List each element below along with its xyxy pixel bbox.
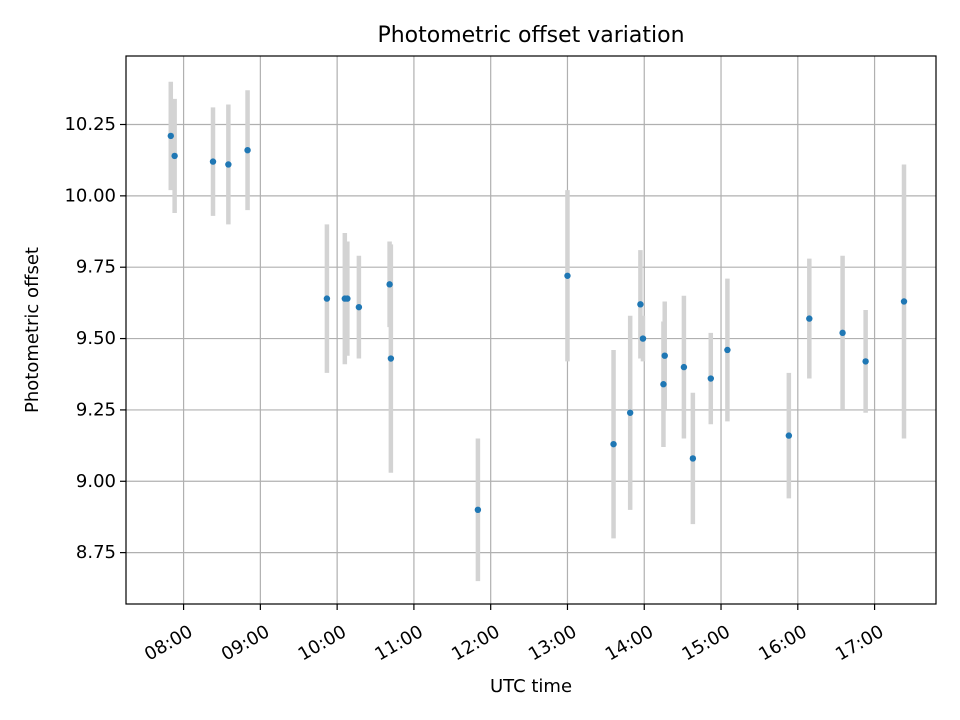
y-tick-label: 8.75	[76, 542, 116, 563]
data-point	[244, 146, 251, 154]
data-point	[900, 298, 908, 305]
y-tick-label: 9.00	[76, 471, 116, 492]
x-tick-label: 08:00	[141, 621, 196, 665]
data-point	[862, 358, 869, 365]
plot-frame	[125, 55, 937, 605]
data-point	[689, 455, 697, 462]
data-point	[785, 432, 793, 439]
x-axis-ticks: 08:00 09:00 10:00 11:00 12:00 13:00 14:00 15:00…	[141, 604, 887, 665]
x-tick-label: 14:00	[602, 621, 657, 665]
y-axis-ticks: 8.75 9.00 9.25 9.50 9.75 10.00 10.25	[64, 114, 126, 563]
data-point	[637, 301, 644, 308]
x-tick-label: 13:00	[525, 621, 580, 665]
data-point	[626, 409, 634, 416]
data-point	[806, 315, 813, 322]
data-point	[225, 161, 232, 168]
data-point	[639, 335, 647, 342]
data-point	[474, 506, 482, 514]
x-tick-label: 17:00	[832, 621, 887, 665]
data-point	[167, 132, 174, 140]
data-point	[661, 352, 668, 359]
data-point	[386, 281, 393, 288]
data-point	[724, 346, 731, 354]
data-point	[387, 355, 395, 362]
data-point	[680, 363, 688, 371]
x-tick-label: 12:00	[448, 621, 503, 665]
data-point	[564, 272, 571, 279]
x-axis-title: UTC time	[490, 676, 572, 697]
y-axis-title: Photometric offset	[22, 247, 43, 413]
y-tick-label: 9.25	[76, 399, 116, 420]
data-point	[707, 375, 714, 382]
data-point	[839, 329, 846, 337]
x-tick-label: 09:00	[218, 621, 273, 665]
chart-title: Photometric offset variation	[377, 23, 684, 48]
y-tick-label: 10.25	[64, 114, 116, 135]
y-tick-label: 9.75	[76, 257, 116, 278]
data-point	[610, 440, 617, 448]
error-bars	[168, 81, 907, 582]
data-point	[355, 303, 363, 311]
x-tick-label: 16:00	[755, 621, 810, 665]
data-point	[323, 295, 331, 302]
data-point	[344, 295, 351, 302]
y-tick-label: 9.50	[76, 328, 116, 349]
data-point	[171, 152, 178, 160]
x-tick-label: 10:00	[295, 621, 350, 665]
data-point	[660, 381, 667, 388]
x-tick-label: 15:00	[678, 621, 733, 665]
y-tick-label: 10.00	[64, 185, 116, 206]
x-tick-label: 11:00	[371, 621, 426, 665]
data-point	[209, 158, 217, 165]
data-points	[167, 132, 908, 514]
